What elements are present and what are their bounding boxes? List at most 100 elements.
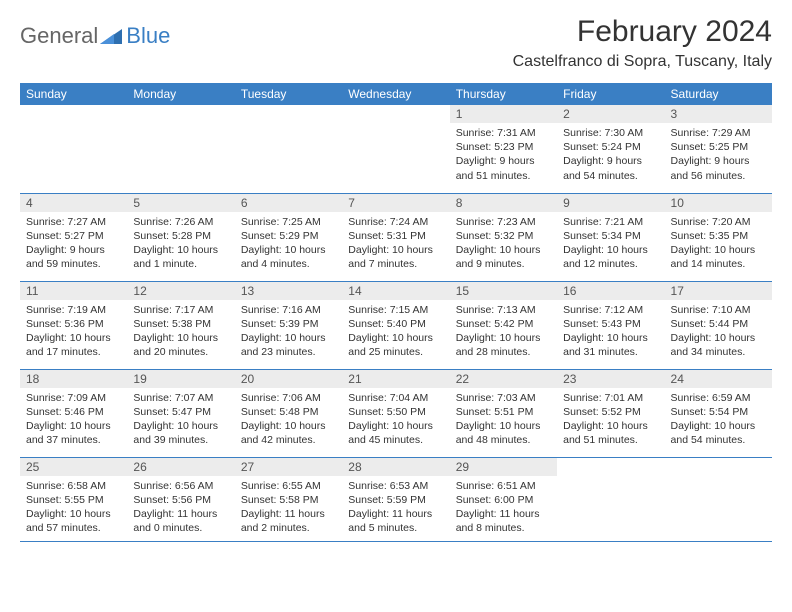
daylight-text-2: and 59 minutes. (26, 257, 121, 271)
daylight-text-1: Daylight: 10 hours (456, 419, 551, 433)
daylight-text-2: and 25 minutes. (348, 345, 443, 359)
sunrise-text: Sunrise: 7:26 AM (133, 215, 228, 229)
day-number: 8 (450, 194, 557, 212)
day-number: 6 (235, 194, 342, 212)
weekday-header: Wednesday (342, 83, 449, 105)
calendar-cell: 13Sunrise: 7:16 AMSunset: 5:39 PMDayligh… (235, 281, 342, 369)
title-block: February 2024 Castelfranco di Sopra, Tus… (513, 15, 772, 71)
calendar-cell: 22Sunrise: 7:03 AMSunset: 5:51 PMDayligh… (450, 369, 557, 457)
daylight-text-1: Daylight: 10 hours (241, 419, 336, 433)
day-number: 25 (20, 458, 127, 476)
sunrise-text: Sunrise: 7:19 AM (26, 303, 121, 317)
daylight-text-1: Daylight: 9 hours (563, 154, 658, 168)
day-content: Sunrise: 7:01 AMSunset: 5:52 PMDaylight:… (557, 388, 664, 451)
sunrise-text: Sunrise: 7:27 AM (26, 215, 121, 229)
day-number: 17 (665, 282, 772, 300)
sunset-text: Sunset: 5:46 PM (26, 405, 121, 419)
calendar-cell: 15Sunrise: 7:13 AMSunset: 5:42 PMDayligh… (450, 281, 557, 369)
calendar-cell: 18Sunrise: 7:09 AMSunset: 5:46 PMDayligh… (20, 369, 127, 457)
daylight-text-2: and 37 minutes. (26, 433, 121, 447)
daylight-text-1: Daylight: 10 hours (241, 331, 336, 345)
day-content: Sunrise: 7:19 AMSunset: 5:36 PMDaylight:… (20, 300, 127, 363)
daylight-text-2: and 48 minutes. (456, 433, 551, 447)
sunset-text: Sunset: 5:25 PM (671, 140, 766, 154)
day-content: Sunrise: 7:21 AMSunset: 5:34 PMDaylight:… (557, 212, 664, 275)
daylight-text-1: Daylight: 10 hours (26, 419, 121, 433)
daylight-text-1: Daylight: 11 hours (348, 507, 443, 521)
daylight-text-2: and 9 minutes. (456, 257, 551, 271)
daylight-text-2: and 39 minutes. (133, 433, 228, 447)
calendar-cell: 5Sunrise: 7:26 AMSunset: 5:28 PMDaylight… (127, 193, 234, 281)
sunset-text: Sunset: 5:58 PM (241, 493, 336, 507)
day-number: 20 (235, 370, 342, 388)
sunset-text: Sunset: 5:38 PM (133, 317, 228, 331)
sunrise-text: Sunrise: 7:25 AM (241, 215, 336, 229)
calendar-cell: 14Sunrise: 7:15 AMSunset: 5:40 PMDayligh… (342, 281, 449, 369)
calendar-cell (127, 105, 234, 193)
sunset-text: Sunset: 5:27 PM (26, 229, 121, 243)
day-content: Sunrise: 7:13 AMSunset: 5:42 PMDaylight:… (450, 300, 557, 363)
calendar-cell (342, 105, 449, 193)
calendar-cell: 28Sunrise: 6:53 AMSunset: 5:59 PMDayligh… (342, 457, 449, 541)
weekday-header: Friday (557, 83, 664, 105)
daylight-text-2: and 23 minutes. (241, 345, 336, 359)
day-number: 19 (127, 370, 234, 388)
sunrise-text: Sunrise: 7:31 AM (456, 126, 551, 140)
calendar-cell: 4Sunrise: 7:27 AMSunset: 5:27 PMDaylight… (20, 193, 127, 281)
sunset-text: Sunset: 5:50 PM (348, 405, 443, 419)
day-number: 21 (342, 370, 449, 388)
daylight-text-2: and 31 minutes. (563, 345, 658, 359)
sunset-text: Sunset: 5:56 PM (133, 493, 228, 507)
day-content: Sunrise: 7:09 AMSunset: 5:46 PMDaylight:… (20, 388, 127, 451)
daylight-text-2: and 0 minutes. (133, 521, 228, 535)
brand-text-blue: Blue (126, 23, 170, 49)
calendar-cell (665, 457, 772, 541)
daylight-text-1: Daylight: 10 hours (133, 331, 228, 345)
sunset-text: Sunset: 5:32 PM (456, 229, 551, 243)
daylight-text-2: and 4 minutes. (241, 257, 336, 271)
day-content: Sunrise: 7:25 AMSunset: 5:29 PMDaylight:… (235, 212, 342, 275)
daylight-text-1: Daylight: 10 hours (241, 243, 336, 257)
daylight-text-1: Daylight: 10 hours (133, 243, 228, 257)
daylight-text-2: and 20 minutes. (133, 345, 228, 359)
calendar-header-row: SundayMondayTuesdayWednesdayThursdayFrid… (20, 83, 772, 105)
calendar-cell: 8Sunrise: 7:23 AMSunset: 5:32 PMDaylight… (450, 193, 557, 281)
day-content: Sunrise: 7:26 AMSunset: 5:28 PMDaylight:… (127, 212, 234, 275)
daylight-text-1: Daylight: 10 hours (133, 419, 228, 433)
sunset-text: Sunset: 5:55 PM (26, 493, 121, 507)
sunset-text: Sunset: 5:48 PM (241, 405, 336, 419)
day-number: 28 (342, 458, 449, 476)
sunrise-text: Sunrise: 7:23 AM (456, 215, 551, 229)
calendar-cell: 29Sunrise: 6:51 AMSunset: 6:00 PMDayligh… (450, 457, 557, 541)
daylight-text-1: Daylight: 9 hours (26, 243, 121, 257)
sunset-text: Sunset: 5:31 PM (348, 229, 443, 243)
weekday-header: Sunday (20, 83, 127, 105)
day-content: Sunrise: 7:03 AMSunset: 5:51 PMDaylight:… (450, 388, 557, 451)
daylight-text-2: and 42 minutes. (241, 433, 336, 447)
sunrise-text: Sunrise: 7:01 AM (563, 391, 658, 405)
weekday-header: Monday (127, 83, 234, 105)
sunset-text: Sunset: 5:43 PM (563, 317, 658, 331)
daylight-text-1: Daylight: 10 hours (456, 331, 551, 345)
calendar-cell: 10Sunrise: 7:20 AMSunset: 5:35 PMDayligh… (665, 193, 772, 281)
calendar-cell: 17Sunrise: 7:10 AMSunset: 5:44 PMDayligh… (665, 281, 772, 369)
sunrise-text: Sunrise: 6:55 AM (241, 479, 336, 493)
daylight-text-1: Daylight: 10 hours (671, 419, 766, 433)
daylight-text-1: Daylight: 9 hours (671, 154, 766, 168)
calendar-body: 1Sunrise: 7:31 AMSunset: 5:23 PMDaylight… (20, 105, 772, 541)
day-content: Sunrise: 7:24 AMSunset: 5:31 PMDaylight:… (342, 212, 449, 275)
daylight-text-1: Daylight: 10 hours (671, 243, 766, 257)
brand-logo: General Blue (20, 15, 170, 49)
day-content: Sunrise: 6:53 AMSunset: 5:59 PMDaylight:… (342, 476, 449, 539)
brand-text-general: General (20, 23, 98, 49)
weekday-header: Saturday (665, 83, 772, 105)
calendar-cell: 12Sunrise: 7:17 AMSunset: 5:38 PMDayligh… (127, 281, 234, 369)
sunrise-text: Sunrise: 7:29 AM (671, 126, 766, 140)
sunset-text: Sunset: 5:28 PM (133, 229, 228, 243)
daylight-text-1: Daylight: 10 hours (348, 331, 443, 345)
day-number: 9 (557, 194, 664, 212)
daylight-text-1: Daylight: 11 hours (133, 507, 228, 521)
daylight-text-2: and 8 minutes. (456, 521, 551, 535)
calendar-cell: 23Sunrise: 7:01 AMSunset: 5:52 PMDayligh… (557, 369, 664, 457)
sunset-text: Sunset: 5:29 PM (241, 229, 336, 243)
